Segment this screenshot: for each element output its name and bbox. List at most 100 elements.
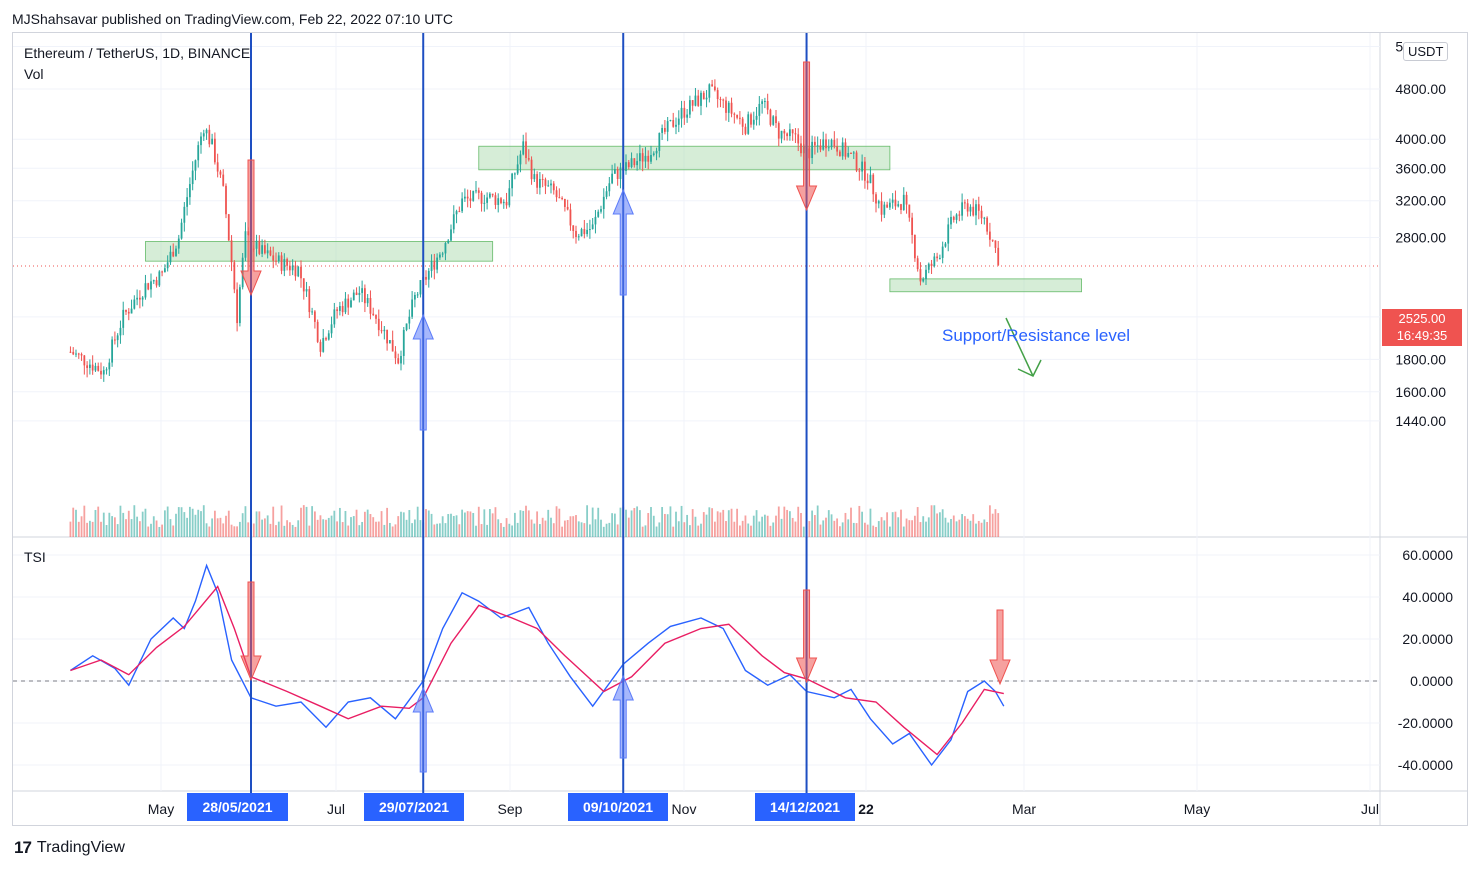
volume-bar (583, 523, 586, 537)
projection-arrow[interactable] (1005, 317, 1034, 377)
candle (372, 313, 375, 316)
candle (172, 251, 175, 257)
candle (969, 206, 972, 212)
volume-bar (794, 521, 797, 537)
volume-bar (963, 516, 966, 537)
volume-bar (291, 524, 294, 537)
volume-bar (530, 519, 533, 537)
candle (302, 278, 305, 292)
volume-bar (322, 519, 325, 537)
symbol-legend[interactable]: Ethereum / TetherUS, 1D, BINANCE (24, 45, 251, 61)
candle (791, 129, 794, 134)
time-tick-label: May (148, 801, 174, 817)
candle (144, 283, 147, 298)
volume-bar (461, 509, 464, 537)
candle (419, 280, 422, 295)
candle (300, 266, 302, 279)
volume-bar (72, 507, 75, 537)
date-marker: 29/07/2021 (364, 793, 464, 821)
volume-bar (716, 511, 719, 537)
candle (411, 299, 414, 317)
volume-bar (430, 513, 433, 537)
sell-arrow[interactable] (989, 609, 1011, 686)
candle (880, 201, 883, 215)
candle (927, 263, 930, 270)
volume-bar (525, 505, 527, 537)
volume-bar (772, 522, 775, 537)
candle (125, 309, 127, 312)
tradingview-logo-icon: 17 (14, 838, 32, 857)
volume-bar (105, 525, 108, 537)
candle (236, 289, 239, 324)
candle (94, 365, 97, 371)
volume-bar (405, 519, 408, 537)
candle (105, 369, 108, 371)
tradingview-brand[interactable]: 17 TradingView (14, 838, 125, 858)
volume-legend[interactable]: Vol (24, 66, 44, 82)
candle (400, 355, 402, 364)
candle (788, 129, 791, 137)
candle (922, 279, 925, 282)
candle (527, 158, 530, 160)
volume-bar (672, 526, 675, 537)
volume-bar (447, 514, 450, 537)
candle (761, 101, 764, 104)
candle (916, 258, 919, 270)
volume-bar (591, 507, 594, 537)
volume-bar (280, 505, 283, 537)
candle (897, 204, 900, 207)
candle (836, 146, 839, 152)
currency-badge[interactable]: USDT (1403, 42, 1449, 61)
volume-bar (572, 516, 575, 537)
volume-bar (119, 505, 122, 537)
candle (330, 324, 333, 334)
candle (655, 150, 658, 154)
buy-arrow[interactable] (412, 686, 434, 773)
volume-bar (125, 519, 127, 537)
volume-bar (983, 519, 986, 537)
tsi-legend[interactable]: TSI (24, 549, 46, 565)
buy-arrow[interactable] (412, 313, 434, 431)
candle (769, 109, 772, 125)
candle (213, 138, 216, 163)
candle (433, 261, 436, 270)
candle (350, 300, 352, 308)
support-resistance-zone[interactable] (145, 241, 494, 262)
candle (725, 100, 727, 113)
volume-bar (586, 505, 589, 537)
volume-bar (822, 520, 825, 537)
candle (347, 298, 350, 308)
volume-bar (894, 511, 897, 537)
sell-arrow[interactable] (240, 581, 262, 682)
buy-arrow[interactable] (612, 188, 634, 296)
support-resistance-zone[interactable] (889, 278, 1082, 293)
volume-bar (613, 513, 616, 537)
candle (405, 323, 408, 330)
volume-bar (227, 510, 230, 537)
candle (766, 101, 769, 110)
candle (758, 103, 761, 116)
candle (536, 174, 539, 188)
volume-bar (941, 509, 944, 537)
support-resistance-zone[interactable] (478, 145, 891, 171)
candle (177, 238, 180, 249)
volume-bar (597, 507, 600, 537)
buy-arrow[interactable] (612, 674, 634, 759)
candle (355, 292, 358, 295)
tsi-series-line (70, 563, 1005, 767)
candle (988, 231, 991, 240)
candle (886, 204, 889, 208)
sell-arrow[interactable] (240, 159, 262, 297)
candle (813, 141, 816, 146)
sell-arrow[interactable] (795, 589, 818, 684)
volume-bar (880, 517, 883, 537)
volume-bar (958, 519, 961, 537)
volume-bar (663, 513, 666, 537)
volume-bar (130, 519, 133, 537)
volume-bar (472, 512, 475, 537)
candle (772, 116, 775, 125)
brand-name: TradingView (36, 839, 125, 856)
sell-arrow[interactable] (795, 61, 818, 212)
candle (191, 170, 194, 185)
